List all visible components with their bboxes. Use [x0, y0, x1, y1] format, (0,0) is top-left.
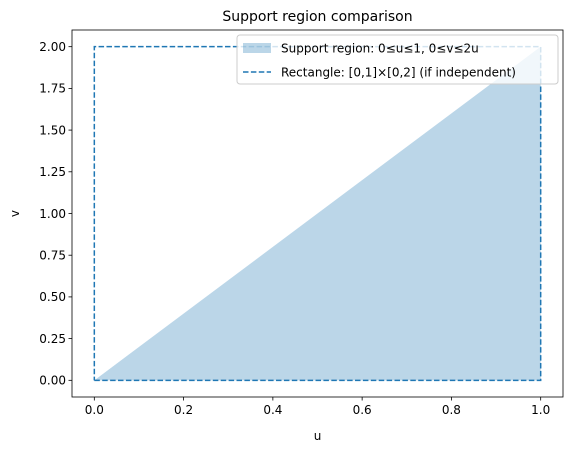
rectangle-dashed-outline — [93, 45, 542, 382]
x-tick-label: 1.0 — [531, 403, 550, 417]
legend: Support region: 0≤u≤1, 0≤v≤2u Rectangle:… — [236, 34, 559, 85]
x-tick-label: 0.0 — [85, 403, 104, 417]
x-axis-ticks: 0.0 0.2 0.4 0.6 0.8 1.0 — [85, 397, 550, 417]
x-tick-label: 0.6 — [353, 403, 372, 417]
y-axis-label: v — [8, 210, 22, 217]
support-region-area — [94, 46, 541, 381]
y-tick-label: 1.25 — [39, 165, 66, 179]
chart-title: Support region comparison — [222, 9, 412, 25]
legend-label-support-region: Support region: 0≤u≤1, 0≤v≤2u — [281, 42, 479, 56]
y-tick-label: 0.00 — [39, 374, 66, 388]
legend-label-rectangle: Rectangle: [0,1]×[0,2] (if independent) — [281, 66, 516, 80]
y-tick-label: 2.00 — [39, 40, 66, 54]
x-tick-label: 0.8 — [442, 403, 461, 417]
series-layer — [93, 45, 542, 382]
y-tick-label: 1.75 — [39, 82, 66, 96]
x-tick-label: 0.2 — [174, 403, 193, 417]
plot-area — [72, 30, 563, 397]
legend-box — [236, 34, 559, 85]
x-tick-label: 0.4 — [263, 403, 282, 417]
y-axis-ticks: 0.00 0.25 0.50 0.75 1.00 1.25 1.50 1.75 2.00 — [39, 40, 72, 388]
y-tick-label: 0.25 — [39, 332, 66, 346]
y-tick-label: 0.50 — [39, 290, 66, 304]
legend-swatch-support-region — [243, 43, 271, 53]
y-tick-label: 1.50 — [39, 123, 66, 137]
y-tick-label: 1.00 — [39, 207, 66, 221]
y-tick-label: 0.75 — [39, 249, 66, 263]
x-axis-label: u — [314, 429, 322, 443]
